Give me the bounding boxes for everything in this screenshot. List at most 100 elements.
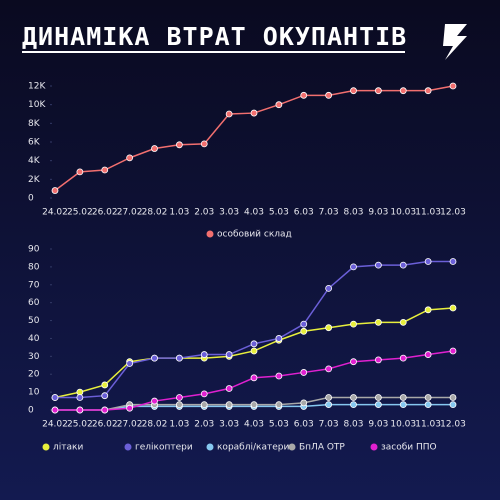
y-tick-label: 2K [28,175,41,185]
x-tick-label: 2.03 [194,420,214,430]
logo [443,24,467,60]
point [449,258,457,265]
point [51,394,59,401]
point [449,394,457,401]
point [374,261,382,269]
point [399,87,407,95]
point [449,82,457,90]
point [399,261,407,269]
point [300,369,308,376]
point [175,141,183,149]
x-tick-label: 1.03 [169,208,189,218]
point [275,372,283,380]
point [325,365,333,373]
x-tick-label: 5.03 [269,208,289,218]
point [225,401,233,409]
x-tick-label: 25.02 [67,420,93,430]
point [399,318,407,326]
y-tick-label: 0 [28,406,34,416]
x-tick-label: 8.03 [343,420,363,430]
x-tick-label: 1.03 [169,420,189,430]
point [300,91,308,99]
y-tick-label: 6K [28,138,41,148]
x-tick-label: 26.02 [92,420,118,430]
legend-marker [206,230,214,238]
point [350,401,357,409]
y-tick-label: 60 [28,298,40,308]
x-tick-label: 7.03 [319,208,339,218]
point [250,340,258,348]
point [200,140,208,148]
point [325,401,333,409]
point [424,87,432,95]
point [300,327,308,335]
point [225,110,233,118]
legend-label: БпЛА ОТР [299,443,345,453]
point [101,381,109,389]
x-tick-label: 24.02 [42,420,68,430]
point [151,397,158,405]
point [250,109,258,117]
y-tick-label: 20 [28,370,40,380]
point [325,284,333,292]
point [151,354,158,362]
point [126,360,134,367]
x-tick-label: 11.03 [415,420,441,430]
point [175,354,183,362]
legend-label: літаки [53,443,83,453]
x-tick-label: 28.02 [142,420,168,430]
point [350,320,357,328]
x-tick-label: 12.03 [440,208,466,218]
point [250,347,258,355]
point [275,335,283,342]
x-tick-label: 26.02 [92,208,118,218]
x-tick-label: 3.03 [219,420,239,430]
point [449,401,457,409]
point [374,401,382,409]
point [250,374,258,382]
legend-label: кораблі/катери [217,443,289,453]
y-tick-label: 80 [28,262,40,272]
point [175,394,183,401]
point [250,401,258,409]
legend-marker [206,443,214,451]
x-tick-label: 9.03 [368,420,388,430]
x-tick-label: 6.03 [294,420,314,430]
y-tick-label: 8K [28,119,41,129]
legend-marker [288,443,296,451]
x-tick-label: 27.02 [117,420,143,430]
y-tick-label: 30 [28,352,40,362]
x-tick-label: 8.03 [343,208,363,218]
point [374,356,382,364]
point [275,401,283,409]
point [374,87,382,95]
y-tick-label: 70 [28,280,40,290]
point [424,394,432,401]
point [126,154,134,162]
x-tick-label: 6.03 [294,208,314,218]
point [76,168,84,176]
x-tick-label: 10.03 [390,208,416,218]
point [51,406,59,414]
point [449,304,457,312]
y-tick-label: 40 [28,334,40,344]
y-tick-label: 12K [28,82,46,92]
point [424,306,432,314]
point [325,324,333,332]
x-tick-label: 24.02 [42,208,68,218]
legend-label: гелікоптери [135,443,193,453]
point [374,318,382,326]
point [325,394,333,401]
x-tick-label: 5.03 [269,420,289,430]
point [225,385,233,392]
x-tick-label: 28.02 [142,208,168,218]
x-tick-label: 4.03 [244,420,264,430]
x-tick-label: 9.03 [368,208,388,218]
x-tick-label: 7.03 [319,420,339,430]
point [175,401,183,409]
point [424,401,432,409]
point [325,91,333,99]
y-tick-label: 10K [28,100,46,110]
y-tick-label: 4K [28,156,41,166]
